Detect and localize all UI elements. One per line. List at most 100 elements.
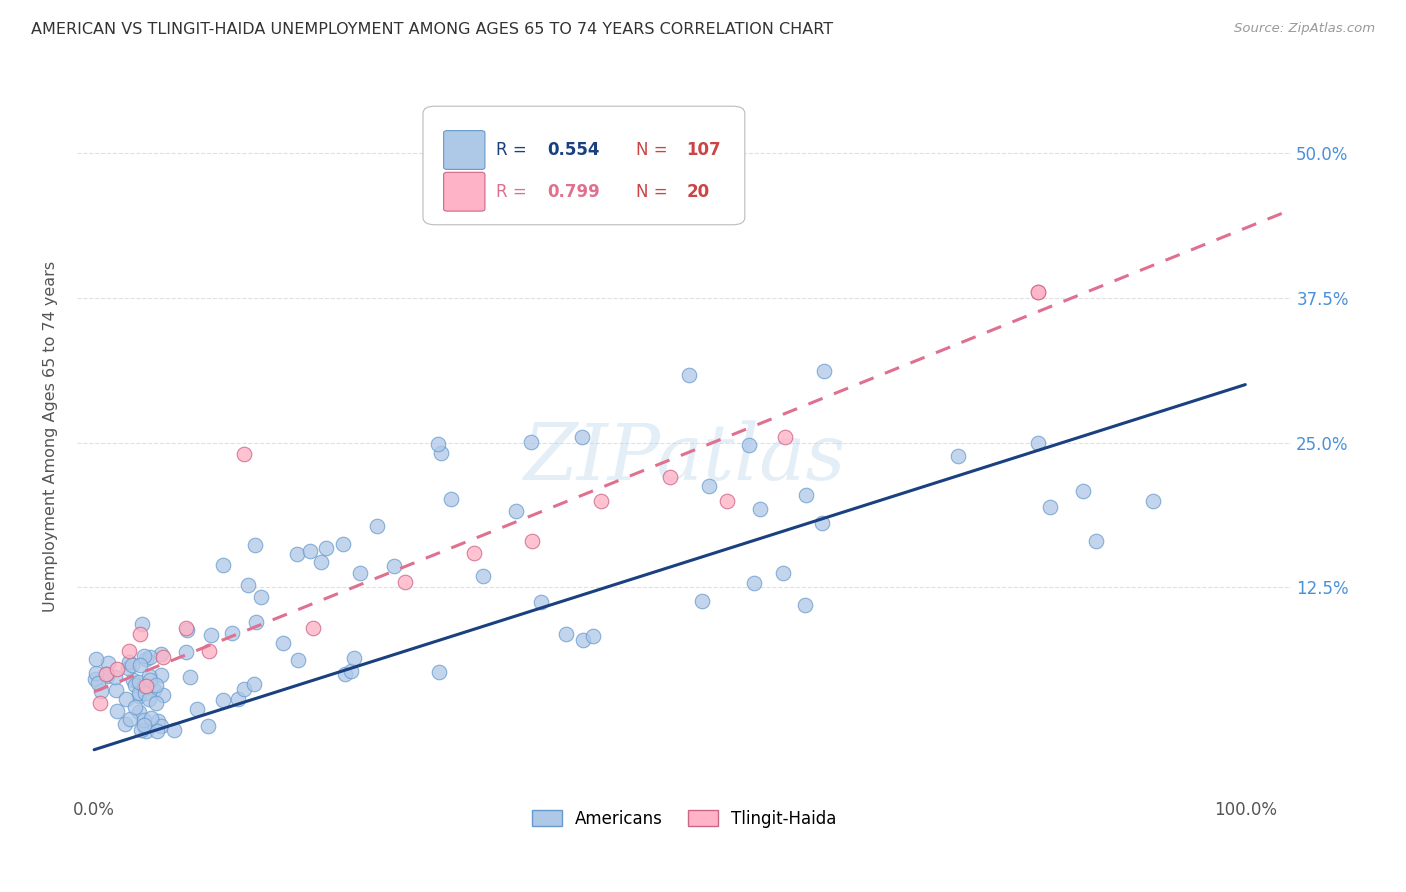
Point bbox=[174, 621, 197, 635]
Point bbox=[773, 430, 796, 444]
Point bbox=[134, 679, 156, 693]
Point bbox=[138, 669, 160, 683]
Point bbox=[332, 536, 354, 550]
Point bbox=[299, 544, 322, 558]
Point bbox=[124, 678, 146, 692]
Point bbox=[149, 648, 172, 662]
Point bbox=[96, 669, 118, 683]
Point bbox=[94, 667, 117, 681]
Point bbox=[131, 617, 153, 632]
Point bbox=[139, 673, 162, 687]
Text: AMERICAN VS TLINGIT-HAIDA UNEMPLOYMENT AMONG AGES 65 TO 74 YEARS CORRELATION CHA: AMERICAN VS TLINGIT-HAIDA UNEMPLOYMENT A… bbox=[31, 22, 834, 37]
Point bbox=[302, 621, 325, 635]
Point bbox=[233, 681, 256, 696]
Point bbox=[772, 566, 794, 580]
Point bbox=[104, 683, 127, 698]
Point bbox=[471, 569, 494, 583]
Point bbox=[228, 691, 250, 706]
Point bbox=[748, 501, 770, 516]
Point bbox=[589, 493, 612, 508]
Point bbox=[186, 702, 208, 716]
Point bbox=[811, 516, 834, 530]
Point bbox=[143, 683, 166, 698]
Point bbox=[97, 656, 120, 670]
Point bbox=[1142, 493, 1164, 508]
Point bbox=[152, 688, 174, 702]
Point bbox=[132, 648, 155, 663]
Point bbox=[145, 724, 167, 739]
Point bbox=[1039, 500, 1062, 514]
Point bbox=[678, 368, 700, 383]
Point bbox=[128, 658, 150, 673]
Point bbox=[198, 644, 221, 658]
Point bbox=[520, 534, 543, 549]
Text: Source: ZipAtlas.com: Source: ZipAtlas.com bbox=[1234, 22, 1375, 36]
Point bbox=[382, 558, 405, 573]
Point bbox=[343, 651, 366, 665]
FancyBboxPatch shape bbox=[423, 106, 745, 225]
Point bbox=[128, 690, 150, 704]
Point bbox=[83, 673, 105, 687]
Point bbox=[366, 518, 388, 533]
Text: 0.799: 0.799 bbox=[547, 183, 599, 201]
Point bbox=[84, 651, 107, 665]
Point bbox=[135, 679, 157, 693]
Point bbox=[84, 666, 107, 681]
Point bbox=[139, 650, 162, 665]
Point bbox=[554, 626, 576, 640]
Point bbox=[138, 691, 160, 706]
Point bbox=[120, 712, 142, 726]
Point bbox=[114, 717, 136, 731]
Point bbox=[1084, 534, 1107, 549]
Point bbox=[124, 700, 146, 714]
Text: ZIPatlas: ZIPatlas bbox=[523, 420, 845, 497]
Text: 20: 20 bbox=[686, 183, 710, 201]
Point bbox=[427, 665, 450, 679]
Point bbox=[128, 705, 150, 719]
Point bbox=[149, 667, 172, 681]
Text: N =: N = bbox=[636, 183, 672, 201]
Point bbox=[174, 645, 197, 659]
Point bbox=[179, 670, 201, 684]
Point bbox=[139, 711, 162, 725]
Point bbox=[197, 719, 219, 733]
Point bbox=[505, 504, 527, 518]
Point bbox=[309, 555, 332, 569]
Point bbox=[134, 686, 156, 700]
Point bbox=[145, 696, 167, 710]
Point bbox=[105, 704, 128, 718]
Point bbox=[162, 723, 184, 737]
Point bbox=[129, 723, 152, 737]
Point bbox=[271, 636, 294, 650]
Point bbox=[94, 667, 117, 681]
Point bbox=[104, 670, 127, 684]
Point bbox=[529, 594, 551, 608]
Point bbox=[152, 650, 174, 665]
Point bbox=[212, 693, 235, 707]
Point bbox=[287, 547, 309, 561]
Point bbox=[440, 491, 463, 506]
Point bbox=[340, 664, 363, 678]
Point bbox=[738, 438, 761, 452]
Point bbox=[87, 675, 110, 690]
Point bbox=[232, 447, 254, 461]
Point bbox=[1026, 285, 1049, 299]
Point bbox=[135, 652, 157, 666]
Point bbox=[89, 697, 111, 711]
Point bbox=[132, 718, 155, 732]
Y-axis label: Unemployment Among Ages 65 to 74 years: Unemployment Among Ages 65 to 74 years bbox=[44, 261, 58, 612]
Point bbox=[582, 629, 605, 643]
Point bbox=[243, 538, 266, 552]
Text: 0.554: 0.554 bbox=[547, 141, 599, 159]
Point bbox=[744, 575, 766, 590]
Point bbox=[716, 493, 738, 508]
Point bbox=[212, 558, 235, 572]
Point bbox=[200, 628, 222, 642]
Point bbox=[245, 615, 267, 629]
Point bbox=[394, 574, 416, 589]
Point bbox=[333, 667, 356, 681]
Point bbox=[287, 653, 309, 667]
Point bbox=[796, 488, 818, 502]
Point bbox=[145, 678, 167, 692]
Point bbox=[236, 577, 259, 591]
